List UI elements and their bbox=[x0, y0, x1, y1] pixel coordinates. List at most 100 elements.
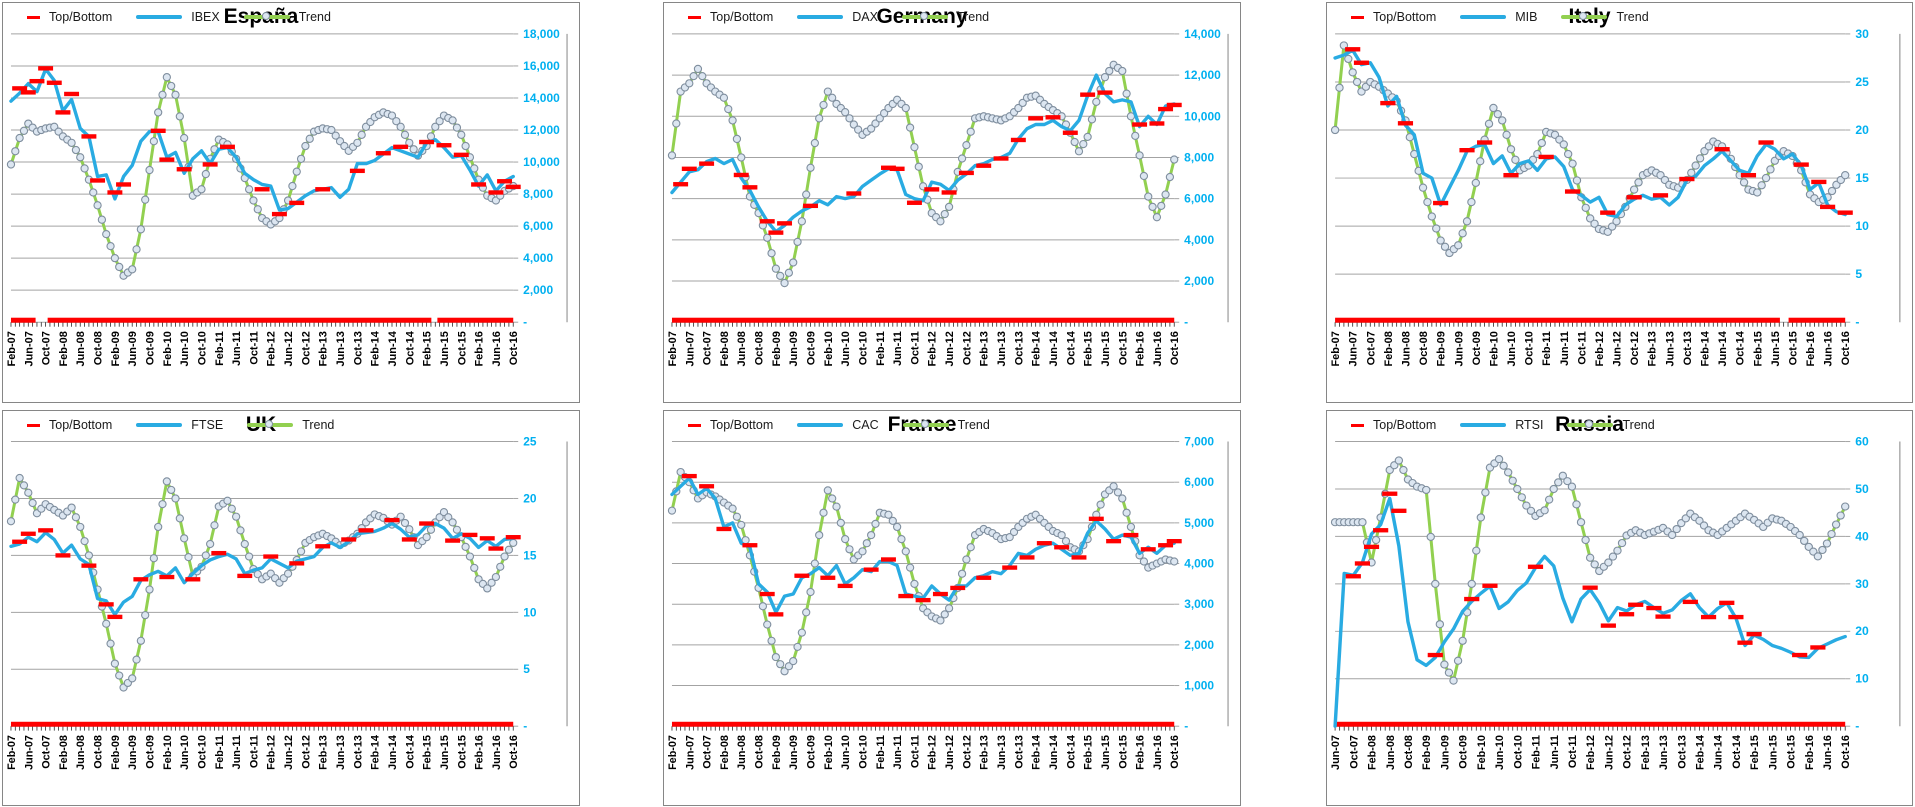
x-tick-label: Jun-08 bbox=[736, 735, 748, 770]
x-tick-label: Feb-13 bbox=[318, 331, 330, 366]
y-tick-label: 5 bbox=[523, 662, 530, 676]
x-tick-label: Jun-09 bbox=[1439, 735, 1451, 770]
y-axis-labels: 7,000 6,000 5,000 4,000 3,000 2,000 1,000 - bbox=[1184, 435, 1214, 734]
y-tick-label: 4,000 bbox=[1184, 557, 1214, 571]
y-tick-label: 1,000 bbox=[1184, 679, 1214, 693]
legend-label-index: RTSI bbox=[1515, 418, 1544, 432]
y-tick-label: 15 bbox=[523, 548, 537, 562]
y-tick-label: 2,000 bbox=[523, 283, 553, 297]
top-bottom-baseline bbox=[1335, 317, 1846, 323]
x-tick-label: Jun-11 bbox=[892, 735, 904, 769]
trend-line-icon bbox=[243, 11, 290, 20]
x-axis-labels: Feb-07 Jun-07 Oct-07 Feb-08 Jun-08 Oct-08 Feb-… bbox=[6, 330, 520, 366]
x-tick-label: Feb-14 bbox=[1699, 330, 1711, 366]
index-line bbox=[670, 73, 1176, 234]
index-line-icon bbox=[1460, 423, 1507, 427]
x-tick-label: Jun-14 bbox=[387, 330, 399, 366]
chart-legend: Top/Bottom DAX Trend bbox=[688, 10, 989, 24]
chart-panel-espana: Top/Bottom IBEX Trend España 18,000 16,00… bbox=[2, 2, 580, 403]
x-tick-label: Jun-14 bbox=[1048, 330, 1060, 366]
x-tick-label: Jun-07 bbox=[684, 735, 696, 770]
trend-line-icon bbox=[247, 419, 294, 428]
x-tick-label: Jun-14 bbox=[1048, 735, 1060, 770]
x-tick-label: Feb-07 bbox=[6, 331, 18, 366]
y-tick-label: 12,000 bbox=[523, 123, 560, 137]
index-line-icon bbox=[136, 15, 183, 19]
x-tick-label: Oct-16 bbox=[1169, 735, 1181, 769]
y-axis-labels: 25 20 15 10 5 - bbox=[523, 435, 537, 734]
x-tick-label: Feb-15 bbox=[422, 331, 434, 366]
chart-plot-area: 60 50 40 30 20 10 - Jun-07 Oct-07 Feb-08 Jun-08 Oct… bbox=[1330, 435, 1901, 770]
x-tick-label: Jun-10 bbox=[179, 331, 191, 366]
y-tick-label: 60 bbox=[1855, 435, 1869, 449]
x-tick-label: Oct-16 bbox=[508, 331, 520, 365]
x-tick-label: Oct-12 bbox=[961, 735, 973, 769]
x-tick-label: Jun-12 bbox=[1612, 331, 1624, 366]
x-tick-label: Jun-09 bbox=[1453, 331, 1465, 366]
y-tick-label: 20 bbox=[1855, 624, 1869, 638]
legend-item-trend: Trend bbox=[1561, 10, 1649, 24]
x-tick-label: Feb-14 bbox=[1031, 330, 1043, 366]
x-tick-label: Feb-09 bbox=[110, 331, 122, 366]
x-tick-label: Oct-14 bbox=[404, 330, 416, 365]
y-tick-label: 10 bbox=[523, 605, 537, 619]
y-tick-label: 4,000 bbox=[523, 251, 553, 265]
x-tick-label: Jun-12 bbox=[1603, 735, 1615, 770]
legend-item-trend: Trend bbox=[902, 418, 990, 432]
top-bottom-markers bbox=[1345, 47, 1853, 215]
y-tick-label: 15 bbox=[1855, 171, 1869, 185]
x-tick-label: Feb-15 bbox=[1749, 735, 1761, 770]
x-tick-label: Oct-09 bbox=[144, 735, 156, 769]
x-tick-label: Jun-15 bbox=[1100, 735, 1112, 770]
x-tick-label: Feb-09 bbox=[1436, 331, 1448, 366]
y-tick-label: 10 bbox=[1855, 219, 1869, 233]
x-tick-label: Jun-07 bbox=[684, 331, 696, 366]
x-tick-label: Feb-13 bbox=[318, 735, 330, 770]
x-tick-label: Oct-08 bbox=[1403, 735, 1415, 769]
legend-item-topbottom: Top/Bottom bbox=[688, 418, 773, 432]
x-tick-label: Oct-12 bbox=[300, 735, 312, 769]
x-tick-label: Feb-07 bbox=[1330, 331, 1342, 366]
x-tick-label: Oct-08 bbox=[93, 735, 105, 769]
x-tick-label: Jun-12 bbox=[944, 735, 956, 770]
x-tick-label: Oct-08 bbox=[93, 331, 105, 365]
x-tick-label: Jun-15 bbox=[439, 735, 451, 770]
x-tick-label: Jun-09 bbox=[127, 331, 139, 366]
y-tick-label: 8,000 bbox=[1184, 150, 1214, 164]
top-bottom-markers bbox=[673, 90, 1182, 235]
x-tick-label: Oct-11 bbox=[909, 735, 921, 768]
legend-item-index: CAC bbox=[797, 418, 879, 432]
y-tick-label: 10 bbox=[1855, 672, 1869, 686]
x-tick-label: Oct-10 bbox=[1512, 735, 1524, 769]
y-tick-label: 25 bbox=[523, 435, 537, 449]
x-tick-label: Jun-09 bbox=[788, 331, 800, 366]
y-tick-label: 14,000 bbox=[523, 91, 560, 105]
y-tick-label: 50 bbox=[1855, 482, 1869, 496]
x-axis-labels: Feb-07 Jun-07 Oct-07 Feb-08 Jun-08 Oct-08 Feb-… bbox=[6, 735, 520, 770]
legend-item-topbottom: Top/Bottom bbox=[27, 418, 112, 432]
x-tick-label: Oct-13 bbox=[1013, 735, 1025, 769]
topbottom-dash-icon bbox=[688, 15, 701, 19]
y-tick-label: - bbox=[1184, 719, 1188, 733]
legend-item-trend: Trend bbox=[243, 10, 331, 24]
x-tick-label: Feb-09 bbox=[771, 331, 783, 366]
legend-label-trend: Trend bbox=[298, 10, 331, 24]
legend-label-index: IBEX bbox=[191, 10, 220, 24]
x-tick-label: Jun-13 bbox=[335, 331, 347, 366]
y-axis-labels: 60 50 40 30 20 10 - bbox=[1855, 435, 1869, 733]
y-tick-label: - bbox=[1184, 315, 1188, 329]
x-tick-label: Jun-12 bbox=[944, 331, 956, 366]
x-tick-label: Oct-07 bbox=[702, 331, 714, 365]
x-axis-ticks bbox=[10, 322, 514, 327]
x-tick-label: Jun-16 bbox=[491, 735, 503, 770]
trend-markers bbox=[6, 473, 518, 692]
x-tick-label: Oct-07 bbox=[1348, 735, 1360, 769]
topbottom-dash-icon bbox=[27, 15, 40, 19]
legend-item-topbottom: Top/Bottom bbox=[1351, 10, 1436, 24]
x-tick-label: Feb-13 bbox=[979, 735, 991, 770]
y-axis-labels: 30 25 20 15 10 5 - bbox=[1855, 27, 1869, 329]
x-tick-label: Jun-14 bbox=[1717, 330, 1729, 366]
legend-label-index: CAC bbox=[852, 418, 879, 432]
y-tick-label: 40 bbox=[1855, 530, 1869, 544]
x-tick-label: Jun-11 bbox=[231, 331, 243, 366]
